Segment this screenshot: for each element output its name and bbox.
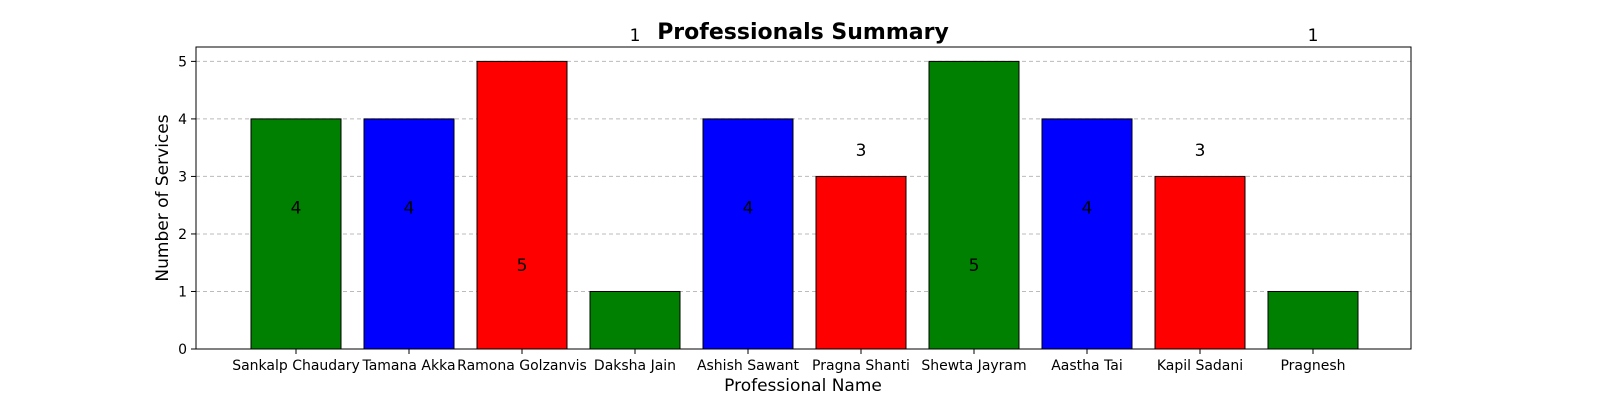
plot-frame xyxy=(195,46,1412,350)
y-tick-label: 0 xyxy=(178,342,187,358)
bar xyxy=(815,175,907,350)
bar-value-label: 5 xyxy=(969,256,980,276)
bar xyxy=(589,290,681,350)
data-labels: 4 4 5 1 4 3 5 4 3 1 xyxy=(291,26,1319,276)
bar-value-label: 1 xyxy=(1308,26,1319,46)
x-tick-label: Tamana Akka xyxy=(361,358,455,374)
y-tick-label: 2 xyxy=(178,227,187,243)
bar xyxy=(363,118,455,350)
bar-value-label: 4 xyxy=(743,199,754,219)
x-tick-label: Pragnesh xyxy=(1280,358,1345,374)
y-tick-label: 4 xyxy=(178,112,187,128)
bar xyxy=(476,60,568,350)
x-tick-label: Sankalp Chaudary xyxy=(232,358,360,374)
bar-value-label: 1 xyxy=(630,26,641,46)
y-tick-label: 3 xyxy=(178,169,187,185)
x-tick-label: Pragna Shanti xyxy=(812,358,910,374)
bar-value-label: 3 xyxy=(856,141,867,161)
bar xyxy=(1154,175,1246,350)
bar xyxy=(928,60,1020,350)
bar xyxy=(1267,290,1359,350)
bar-value-label: 4 xyxy=(291,199,302,219)
x-tick-label: Kapil Sadani xyxy=(1157,358,1243,374)
x-axis-label: Professional Name xyxy=(724,376,882,396)
y-axis-ticks: 0 1 2 3 4 5 xyxy=(178,54,196,358)
y-axis-label: Number of Services xyxy=(153,114,173,281)
x-tick-label: Ashish Sawant xyxy=(697,358,800,374)
chart-title: Professionals Summary xyxy=(657,20,949,45)
bar xyxy=(1041,118,1133,350)
bar-value-label: 5 xyxy=(517,256,528,276)
x-tick-label: Daksha Jain xyxy=(594,358,676,374)
x-tick-label: Aastha Tai xyxy=(1051,358,1123,374)
y-tick-label: 1 xyxy=(178,284,187,300)
x-axis-ticks: Sankalp Chaudary Tamana Akka Ramona Golzan… xyxy=(232,349,1346,374)
bar xyxy=(702,118,794,350)
bar-value-label: 4 xyxy=(1082,199,1093,219)
bar-value-label: 3 xyxy=(1195,141,1206,161)
bars xyxy=(250,60,1359,350)
x-tick-label: Ramona Golzanvis xyxy=(457,358,587,374)
bar xyxy=(250,118,342,350)
x-tick-label: Shewta Jayram xyxy=(921,358,1026,374)
y-tick-label: 5 xyxy=(178,54,187,70)
bar-value-label: 4 xyxy=(404,199,415,219)
